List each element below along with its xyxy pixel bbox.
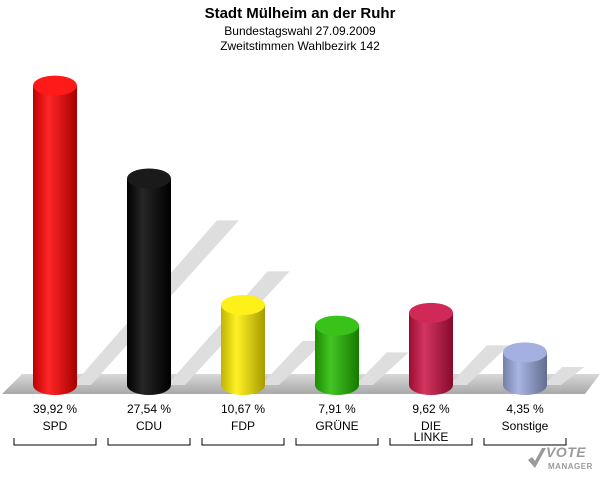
- bar-shadow: [355, 352, 409, 385]
- value-label: 7,91 %: [318, 402, 356, 416]
- bar-sonstige: [503, 352, 547, 395]
- category-bracket: [389, 438, 473, 446]
- chart-title: Stadt Mülheim an der Ruhr: [204, 5, 396, 22]
- bar-top: [221, 294, 265, 315]
- value-label: 39,92 %: [33, 402, 77, 416]
- value-label: 9,62 %: [412, 402, 450, 416]
- category-bracket: [201, 438, 285, 446]
- bar-grüne: [315, 325, 359, 395]
- bar-spd: [33, 85, 77, 395]
- bar-die-linke: [409, 312, 453, 395]
- chart-subtitle-district: Zweitstimmen Wahlbezirk 142: [220, 39, 380, 53]
- bar-top: [315, 315, 359, 336]
- value-label: 4,35 %: [506, 402, 544, 416]
- value-label: 10,67 %: [221, 402, 265, 416]
- category-bracket: [483, 438, 567, 446]
- bar-top: [503, 342, 547, 363]
- bar-top: [127, 168, 171, 189]
- category-bracket: [13, 438, 97, 446]
- chart-subtitle-election: Bundestagswahl 27.09.2009: [224, 24, 376, 38]
- bar-shadow: [543, 367, 585, 385]
- vote-manager-logo: VOTE MANAGER: [526, 442, 600, 480]
- checkmark-icon: [528, 448, 546, 468]
- category-label: Sonstige: [502, 419, 549, 433]
- bar-top: [33, 75, 77, 96]
- bar-shadow: [261, 340, 325, 385]
- category-label: SPD: [43, 419, 68, 433]
- bar-shadow: [449, 345, 509, 385]
- category-bracket: [107, 438, 191, 446]
- category-label: CDU: [136, 419, 162, 433]
- category-label: LINKE: [414, 430, 449, 444]
- bar-fdp: [221, 304, 265, 395]
- category-label: DIE: [421, 419, 441, 433]
- value-label: 27,54 %: [127, 402, 171, 416]
- category-label: FDP: [231, 419, 255, 433]
- bar-top: [409, 302, 453, 323]
- category-bracket: [295, 438, 379, 446]
- bar-cdu: [127, 178, 171, 395]
- category-label: GRÜNE: [315, 419, 358, 433]
- logo-text-vote: VOTE: [546, 444, 587, 460]
- logo-text-manager: MANAGER: [548, 462, 593, 471]
